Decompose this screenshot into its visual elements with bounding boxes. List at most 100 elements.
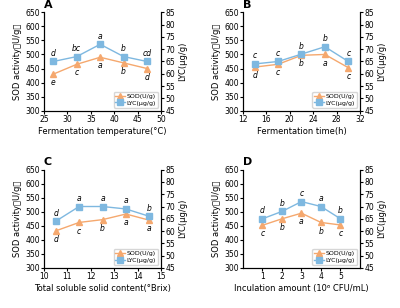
Y-axis label: LYC(μg/g): LYC(μg/g)	[377, 199, 386, 238]
Y-axis label: SOD activity（U/g）: SOD activity（U/g）	[212, 23, 221, 100]
Text: d: d	[260, 206, 265, 215]
LYC(μg/g)	[100, 205, 105, 208]
Text: cd: cd	[142, 49, 152, 58]
SOD(U/g)	[98, 55, 102, 59]
X-axis label: Fermentation time(h): Fermentation time(h)	[257, 127, 346, 136]
Text: D: D	[243, 157, 252, 168]
SOD(U/g)	[346, 66, 351, 70]
LYC(μg/g)	[276, 60, 280, 63]
Text: b: b	[280, 199, 284, 208]
Text: e: e	[51, 78, 56, 87]
Text: a: a	[319, 194, 323, 203]
SOD(U/g)	[299, 211, 304, 215]
Text: b: b	[299, 59, 304, 68]
LYC(μg/g)	[77, 205, 82, 208]
Y-axis label: SOD activity（U/g）: SOD activity（U/g）	[14, 180, 22, 257]
SOD(U/g)	[322, 53, 327, 56]
LYC(μg/g)	[147, 214, 152, 218]
SOD(U/g)	[318, 221, 323, 224]
Line: SOD(U/g): SOD(U/g)	[50, 55, 150, 77]
LYC(μg/g)	[144, 60, 149, 63]
X-axis label: Fermentation temperature(°C): Fermentation temperature(°C)	[38, 127, 167, 136]
Text: A: A	[44, 0, 53, 10]
LYC(μg/g)	[322, 45, 327, 49]
LYC(μg/g)	[260, 217, 265, 221]
Text: d: d	[144, 73, 150, 82]
LYC(μg/g)	[98, 43, 102, 46]
LYC(μg/g)	[346, 60, 351, 63]
Y-axis label: LYC(μg/g): LYC(μg/g)	[178, 42, 187, 81]
LYC(μg/g)	[252, 62, 257, 66]
Text: a: a	[100, 194, 105, 203]
Text: b: b	[322, 34, 327, 43]
Legend: SOD(U/g), LYC(μg/g): SOD(U/g), LYC(μg/g)	[114, 92, 158, 107]
Text: c: c	[75, 68, 79, 77]
LYC(μg/g)	[338, 217, 343, 221]
SOD(U/g)	[338, 223, 343, 227]
SOD(U/g)	[51, 72, 56, 76]
Text: b: b	[147, 204, 152, 213]
SOD(U/g)	[53, 229, 58, 233]
LYC(μg/g)	[299, 200, 304, 204]
Y-axis label: LYC(μg/g): LYC(μg/g)	[377, 42, 386, 81]
Text: b: b	[338, 206, 343, 215]
Line: LYC(μg/g): LYC(μg/g)	[53, 204, 152, 224]
SOD(U/g)	[100, 218, 105, 221]
SOD(U/g)	[144, 67, 149, 70]
Text: a: a	[124, 218, 128, 227]
Text: d: d	[53, 209, 58, 218]
SOD(U/g)	[77, 221, 82, 224]
Text: c: c	[299, 189, 304, 198]
Text: bc: bc	[72, 44, 81, 53]
SOD(U/g)	[252, 65, 257, 69]
SOD(U/g)	[260, 223, 265, 227]
Line: SOD(U/g): SOD(U/g)	[252, 52, 351, 71]
Text: b: b	[318, 227, 324, 236]
Text: c: c	[338, 229, 343, 238]
Line: LYC(μg/g): LYC(μg/g)	[252, 44, 351, 67]
Text: b: b	[100, 224, 105, 233]
Line: SOD(U/g): SOD(U/g)	[260, 210, 343, 228]
SOD(U/g)	[121, 61, 126, 65]
Text: C: C	[44, 157, 52, 168]
Line: LYC(μg/g): LYC(μg/g)	[50, 42, 150, 64]
Text: c: c	[252, 51, 257, 60]
Legend: SOD(U/g), LYC(μg/g): SOD(U/g), LYC(μg/g)	[312, 92, 357, 107]
Text: b: b	[280, 223, 284, 232]
SOD(U/g)	[74, 63, 79, 66]
Text: c: c	[276, 49, 280, 58]
Text: a: a	[124, 197, 128, 205]
Text: b: b	[299, 42, 304, 51]
Text: b: b	[121, 67, 126, 76]
Text: a: a	[322, 59, 327, 67]
Text: c: c	[260, 229, 264, 238]
Y-axis label: SOD activity（U/g）: SOD activity（U/g）	[212, 180, 221, 257]
Legend: SOD(U/g), LYC(μg/g): SOD(U/g), LYC(μg/g)	[312, 249, 357, 265]
LYC(μg/g)	[121, 55, 126, 59]
LYC(μg/g)	[53, 219, 58, 223]
Line: SOD(U/g): SOD(U/g)	[53, 211, 152, 234]
Text: a: a	[77, 194, 82, 203]
Text: a: a	[98, 32, 102, 41]
Text: b: b	[121, 44, 126, 53]
Text: a: a	[98, 61, 102, 71]
SOD(U/g)	[147, 218, 152, 222]
LYC(μg/g)	[124, 207, 128, 211]
Text: a: a	[299, 217, 304, 226]
Text: c: c	[77, 227, 81, 236]
Text: c: c	[276, 68, 280, 77]
Text: d: d	[53, 235, 58, 244]
LYC(μg/g)	[318, 205, 323, 208]
X-axis label: Inculation amount (10⁶ CFU/mL): Inculation amount (10⁶ CFU/mL)	[234, 284, 369, 293]
Y-axis label: LYC(μg/g): LYC(μg/g)	[178, 199, 187, 238]
LYC(μg/g)	[299, 52, 304, 56]
Text: a: a	[147, 224, 152, 233]
SOD(U/g)	[280, 217, 284, 221]
X-axis label: Total soluble solid content(°Brix): Total soluble solid content(°Brix)	[34, 284, 171, 293]
Y-axis label: SOD activity（U/g）: SOD activity（U/g）	[14, 23, 22, 100]
LYC(μg/g)	[74, 55, 79, 59]
Legend: SOD(U/g), LYC(μg/g): SOD(U/g), LYC(μg/g)	[114, 249, 158, 265]
Text: c: c	[346, 49, 350, 58]
LYC(μg/g)	[280, 209, 284, 213]
SOD(U/g)	[276, 63, 280, 66]
